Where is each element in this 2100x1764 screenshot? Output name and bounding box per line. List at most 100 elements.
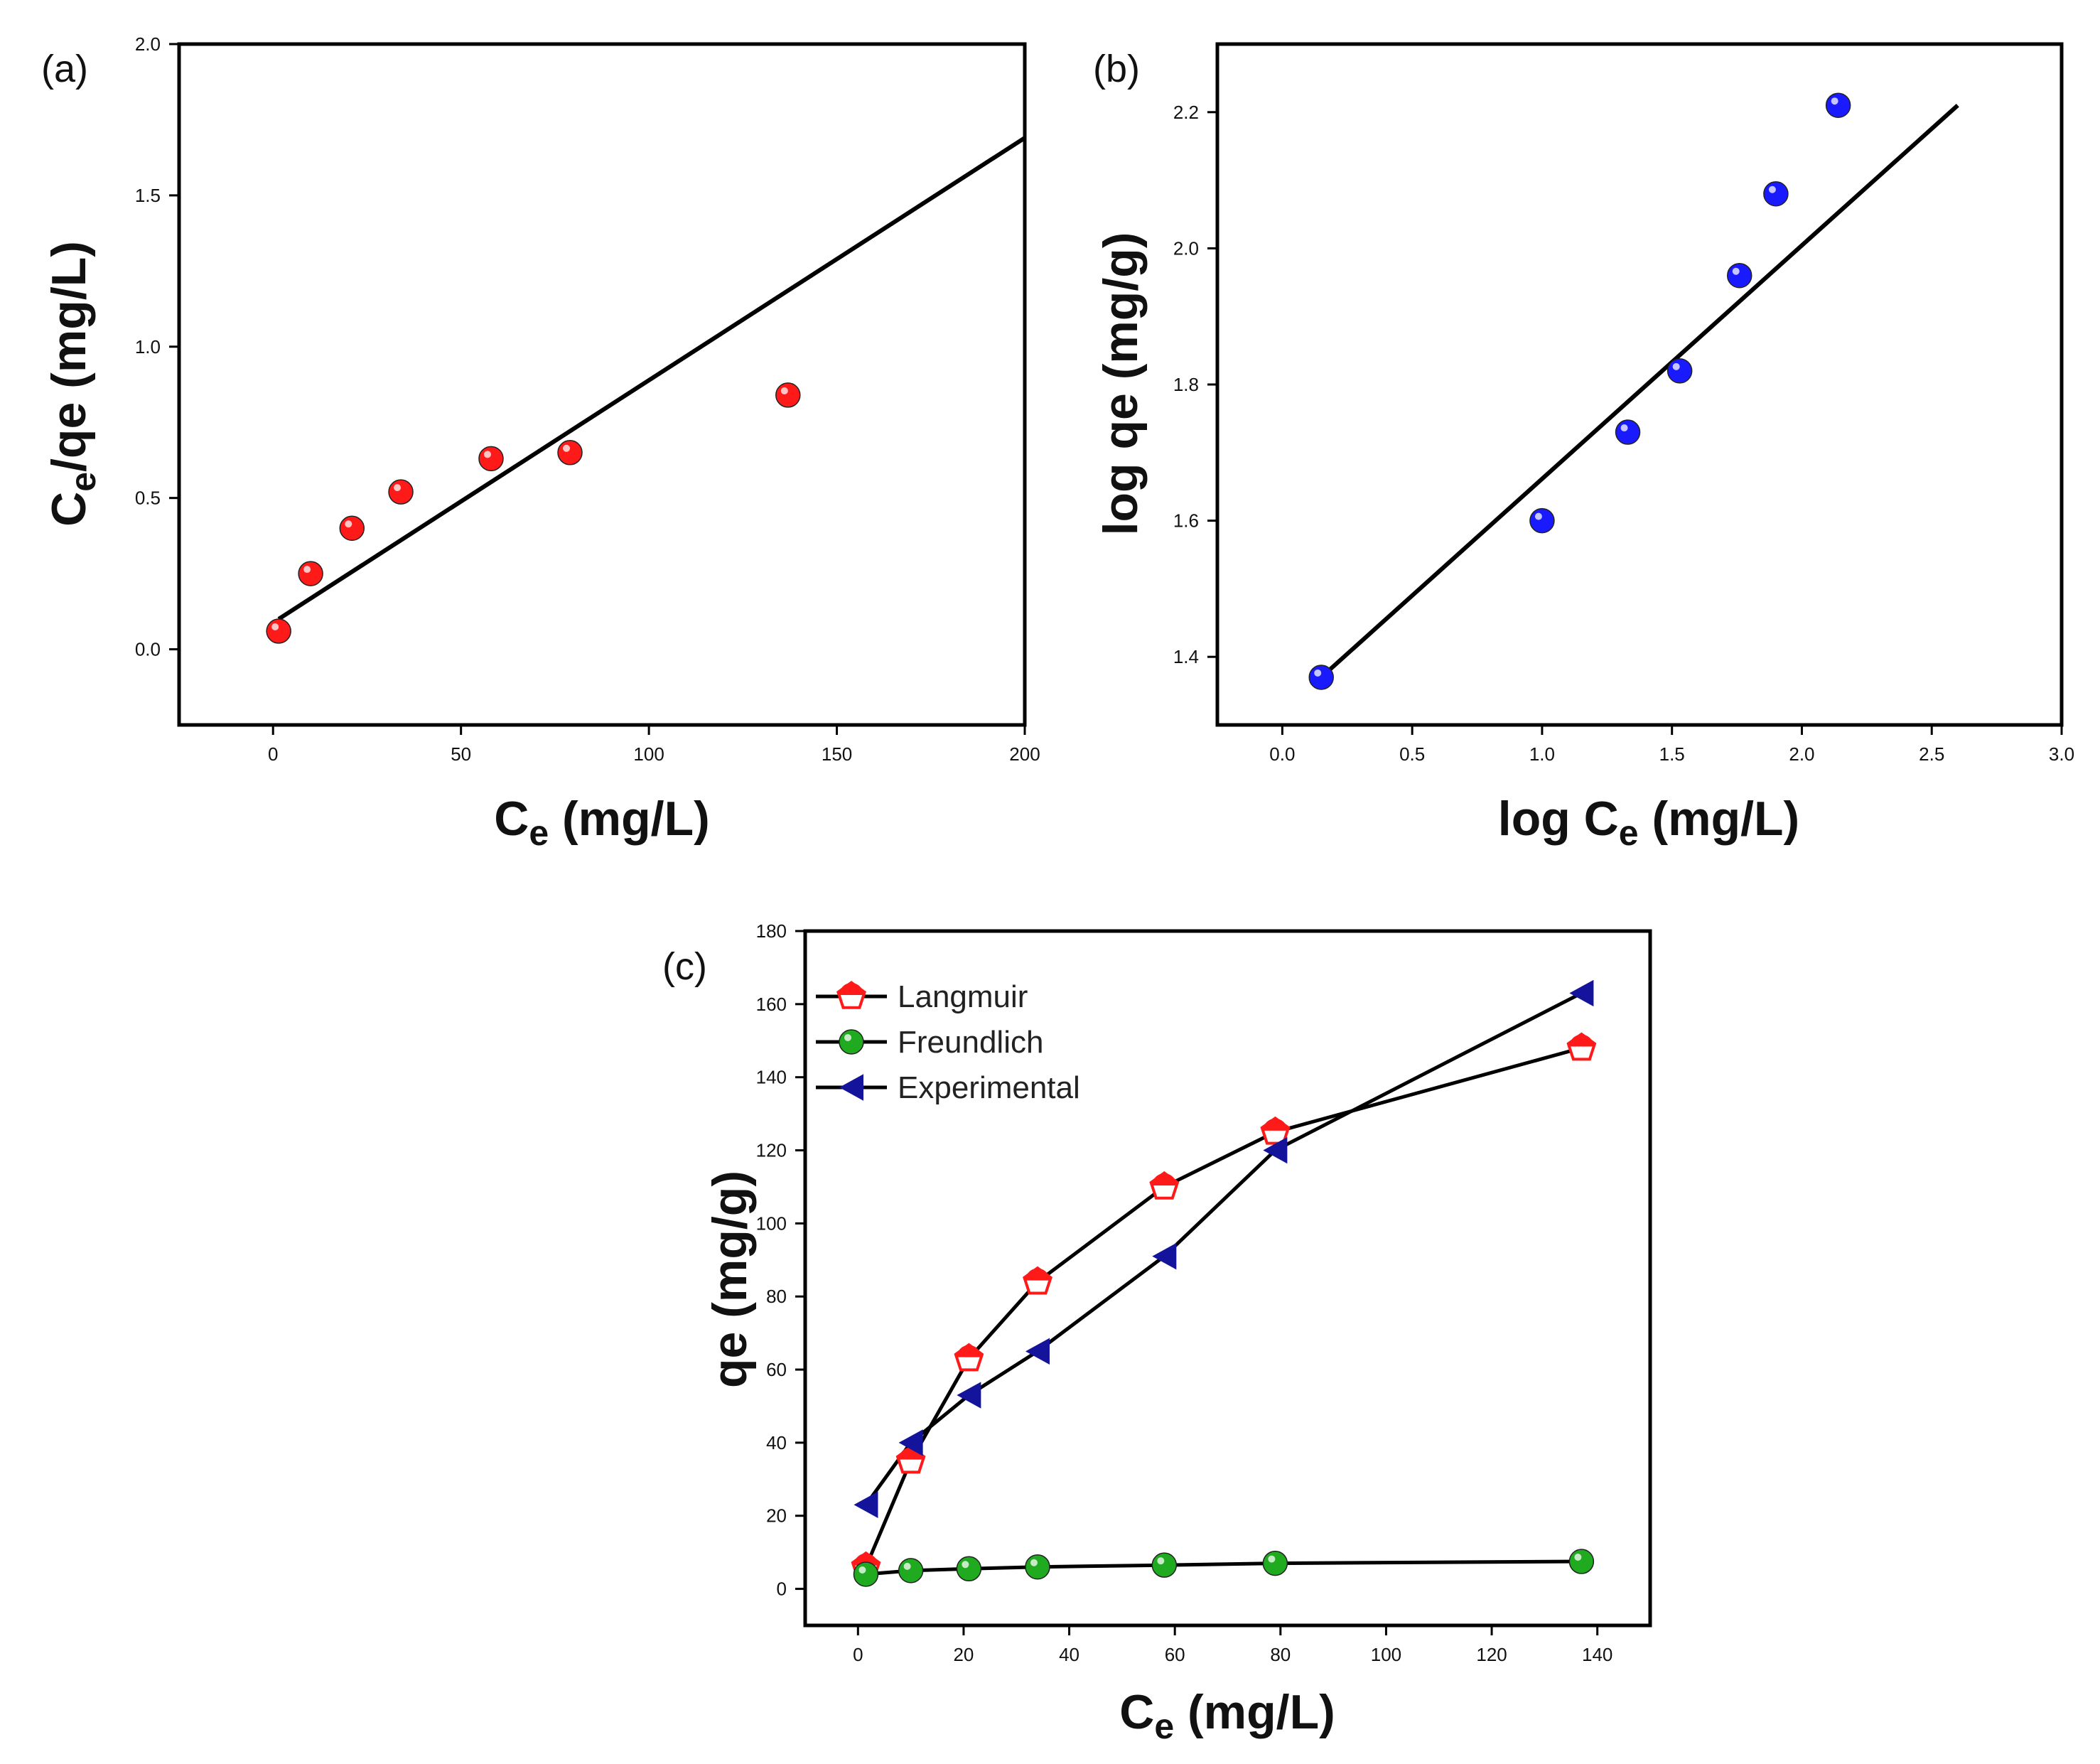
point-freundlich-1 [898, 1558, 924, 1583]
x-tick-label-a-3: 150 [822, 743, 852, 765]
point-experimental-5 [1263, 1136, 1288, 1164]
y-tick-label-c-3: 60 [766, 1359, 787, 1380]
x-tick-label-b-1: 0.5 [1399, 743, 1425, 765]
data-point-b-3-highlight [1672, 362, 1680, 370]
legend-marker-freundlich [839, 1029, 864, 1055]
y-tick-label-b-2: 1.8 [1173, 374, 1199, 395]
point-freundlich-6-highlight [1574, 1554, 1582, 1561]
point-experimental-2 [957, 1382, 981, 1409]
data-point-a-0-ball [266, 618, 291, 644]
y-tick-label-b-0: 1.4 [1173, 646, 1199, 667]
data-point-a-1-highlight [303, 566, 311, 574]
x-tick-label-a-4: 200 [1009, 743, 1040, 765]
x-tick-label-c-5: 100 [1371, 1644, 1401, 1665]
point-freundlich-5-ball [1262, 1550, 1288, 1576]
plot-frame-c [803, 929, 1652, 1628]
y-tick-label-a-1: 0.5 [135, 488, 161, 509]
point-freundlich-1-highlight [903, 1562, 911, 1570]
point-freundlich-4-highlight [1157, 1557, 1165, 1565]
point-langmuir-5-fill [1263, 1118, 1288, 1131]
data-point-b-6-highlight [1831, 97, 1838, 105]
x-tick-label-c-1: 20 [953, 1644, 974, 1665]
point-freundlich-6 [1568, 1549, 1595, 1574]
x-tick-label-b-5: 2.5 [1919, 743, 1944, 765]
x-tick-label-b-0: 0.0 [1269, 743, 1295, 765]
data-point-a-1-ball [298, 561, 323, 586]
y-ticks-b: 1.4 1.6 1.8 2.0 2.2 [1173, 102, 1217, 667]
data-point-a-6 [775, 382, 801, 408]
x-tick-label-c-3: 60 [1165, 1644, 1185, 1665]
data-point-b-0-ball [1308, 665, 1334, 690]
data-point-b-3-ball [1666, 358, 1693, 384]
x-tick-label-c-2: 40 [1059, 1644, 1079, 1665]
legend-marker-freundlich-ball [839, 1029, 864, 1055]
point-experimental-4 [1152, 1242, 1177, 1270]
data-point-b-0 [1308, 665, 1334, 690]
point-freundlich-0 [853, 1561, 879, 1587]
x-tick-label-a-1: 50 [451, 743, 471, 765]
point-freundlich-2 [956, 1556, 982, 1582]
legend-c: Langmuir Freundlich Experimental [816, 979, 1080, 1105]
point-freundlich-5 [1262, 1550, 1288, 1576]
data-point-a-3 [388, 479, 414, 505]
plot-frame-b [1215, 42, 2064, 727]
data-point-b-2 [1615, 419, 1641, 445]
x-tick-label-b-3: 1.5 [1659, 743, 1685, 765]
y-axis-title-a: Ce/qe (mg/L) [42, 241, 103, 527]
data-point-a-3-ball [388, 479, 414, 505]
point-freundlich-3-highlight [1030, 1559, 1038, 1566]
panel-label-c: (c) [662, 945, 707, 988]
data-point-b-6 [1825, 92, 1851, 118]
point-freundlich-1-ball [898, 1558, 924, 1583]
legend-marker-experimental [839, 1074, 863, 1101]
x-axis-title-c: Ce (mg/L) [1119, 1685, 1335, 1746]
panel-a: (a) 0 50 100 150 200 0.0 0.5 1.0 1.5 2.0 Ce (mg/… [41, 33, 1040, 853]
data-point-a-5 [557, 440, 583, 466]
fit-line-group-a [277, 136, 1026, 621]
point-freundlich-0-ball [853, 1561, 879, 1587]
data-point-a-2 [339, 515, 365, 541]
data-point-a-0 [266, 618, 291, 644]
point-langmuir-2 [954, 1343, 984, 1372]
y-tick-label-a-0: 0.0 [135, 639, 161, 660]
y-tick-label-a-2: 1.0 [135, 336, 161, 357]
y-tick-label-c-2: 40 [766, 1432, 787, 1453]
y-tick-label-b-3: 2.0 [1173, 237, 1199, 259]
point-langmuir-3 [1023, 1266, 1052, 1295]
data-point-a-1 [298, 561, 323, 586]
data-point-b-6-ball [1825, 92, 1851, 118]
data-point-b-4-ball [1726, 262, 1752, 289]
x-tick-label-c-4: 80 [1270, 1644, 1291, 1665]
data-point-a-6-highlight [780, 387, 788, 394]
data-point-b-1 [1529, 507, 1555, 534]
data-point-a-4-highlight [483, 451, 491, 458]
legend-marker-langmuir-fill [839, 983, 863, 995]
x-tick-label-b-6: 3.0 [2049, 743, 2074, 765]
panel-label-b: (b) [1093, 48, 1140, 90]
data-points-b [1308, 92, 1851, 690]
y-tick-label-c-9: 180 [756, 920, 787, 942]
x-ticks-c: 0 20 40 60 80 100 120 140 [853, 1625, 1612, 1665]
point-freundlich-2-highlight [962, 1561, 969, 1569]
point-freundlich-2-ball [956, 1556, 982, 1582]
data-point-a-2-ball [339, 515, 365, 541]
point-freundlich-5-highlight [1268, 1555, 1276, 1563]
legend-label-freundlich: Freundlich [898, 1025, 1043, 1060]
y-tick-label-c-8: 160 [756, 994, 787, 1015]
point-freundlich-3 [1025, 1554, 1050, 1580]
y-tick-label-c-5: 100 [756, 1212, 787, 1234]
fit-line-group-b [1320, 103, 1959, 679]
point-langmuir-6-fill [1569, 1034, 1594, 1047]
point-freundlich-4-ball [1151, 1552, 1178, 1578]
data-point-b-2-ball [1615, 419, 1641, 445]
panel-c: (c) 0 20 40 60 80 100 120 140 0 20 40 60 80 100 120 14… [662, 920, 1652, 1746]
point-freundlich-6-ball [1568, 1549, 1595, 1574]
data-point-a-6-ball [775, 382, 801, 408]
point-experimental-6 [1569, 979, 1594, 1007]
y-tick-label-c-0: 0 [777, 1579, 787, 1600]
y-axis-title-c: qe (mg/g) [703, 1171, 757, 1388]
fit-line-b [1320, 103, 1959, 679]
x-tick-label-a-0: 0 [268, 743, 278, 765]
y-tick-label-c-1: 20 [766, 1505, 787, 1527]
